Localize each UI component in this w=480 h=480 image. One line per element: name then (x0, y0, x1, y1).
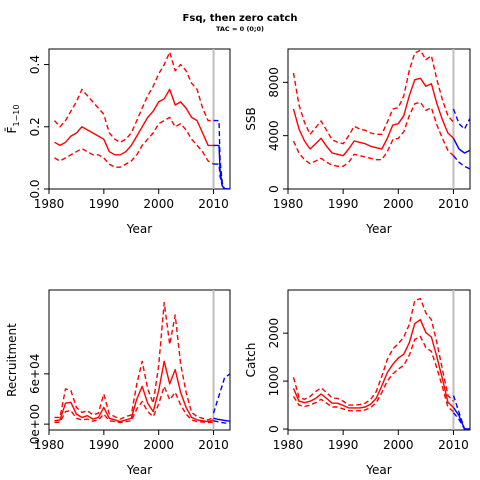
x-tick-label: 2000 (143, 438, 174, 452)
x-tick-label: 1980 (34, 197, 65, 211)
plot-frame (48, 48, 231, 190)
panel-bottom-left: 1980 1990 2000 2010 0e+00 6e+04 Year Recruitmen… (5, 289, 231, 477)
series-projection-lower (213, 420, 230, 424)
x-tick-label: 2000 (143, 197, 174, 211)
series-historic-lower (54, 116, 214, 168)
y-tick-label: 0.0 (28, 179, 42, 198)
x-tick-label: 1990 (328, 197, 359, 211)
y-axis-label: Catch (244, 343, 258, 378)
series-projection-median (213, 417, 230, 422)
series-projection-median (213, 144, 230, 189)
series-projection-lower (213, 163, 230, 189)
x-tick-label: 2000 (383, 197, 414, 211)
series-projection-median (452, 137, 470, 154)
series-group (292, 290, 470, 430)
x-tick-label: 1990 (89, 197, 120, 211)
series-historic-upper (53, 51, 214, 144)
series-historic-median (292, 319, 454, 409)
y-tick-label: 0 (267, 425, 281, 433)
x-tick-label: 1980 (273, 438, 304, 452)
x-tick-label: 2010 (198, 438, 229, 452)
x-axis-label: Year (126, 463, 152, 477)
series-historic-median (292, 77, 454, 157)
y-tick-label: 0.4 (28, 55, 42, 74)
y-axis-label: SSB (244, 107, 258, 130)
x-tick-label: 2010 (198, 197, 229, 211)
series-projection-upper (213, 119, 230, 189)
panel-top-left: 1980 1990 2000 2010 0.0 0.2 0.4 Year F̄1−10 (5, 48, 231, 236)
x-axis-label: Year (126, 222, 152, 236)
series-historic-median (54, 360, 214, 423)
x-tick-label: 1990 (89, 438, 120, 452)
plot-frame (48, 289, 231, 431)
series-group (292, 49, 470, 189)
x-axis-label: Year (365, 222, 391, 236)
series-historic-lower (54, 385, 214, 424)
y-axis-label: F̄1−10 (5, 105, 21, 134)
y-tick-label: 6e+04 (28, 354, 42, 394)
y-tick-label: 0e+00 (28, 404, 42, 444)
y-axis-label-subscript: 1−10 (12, 105, 21, 127)
series-group (54, 290, 230, 430)
series-projection-lower (452, 155, 470, 170)
y-tick-label: 4000 (267, 120, 281, 151)
series-projection-upper (212, 373, 230, 414)
y-axis-label-main: F̄ (5, 126, 19, 133)
series-historic-median (54, 88, 214, 156)
x-tick-label: 1990 (328, 438, 359, 452)
x-tick-label: 1980 (34, 438, 65, 452)
figure-title: Fsq, then zero catch (183, 13, 298, 24)
y-axis-label: Recruitment (5, 323, 19, 397)
series-projection-upper (452, 395, 470, 430)
panel-top-right: 1980 1990 2000 2010 0 4000 8000 Year SSB (244, 48, 471, 236)
series-historic-upper (54, 301, 214, 421)
figure-subtitle: TAC = 0 (0;0) (216, 25, 264, 33)
series-projection-median (452, 407, 470, 430)
x-tick-label: 2010 (438, 438, 469, 452)
series-historic-upper (292, 49, 455, 145)
x-tick-label: 2000 (383, 438, 414, 452)
y-tick-label: 2000 (267, 318, 281, 349)
plot-frame (287, 289, 471, 431)
series-historic-lower (292, 335, 454, 413)
x-tick-label: 2010 (438, 197, 469, 211)
y-tick-label: 0.2 (28, 117, 42, 136)
series-group (53, 49, 230, 189)
series-historic-upper (292, 297, 454, 406)
x-tick-label: 1980 (273, 197, 304, 211)
y-axis-label-main: Recruitment (5, 323, 19, 397)
y-tick-label: 0 (267, 185, 281, 193)
y-tick-label: 1000 (267, 366, 281, 397)
y-axis-label-main: Catch (244, 343, 258, 378)
panel-bottom-right: 1980 1990 2000 2010 0 1000 2000 Year Catch (244, 289, 471, 477)
x-axis-label: Year (365, 463, 391, 477)
series-projection-lower (452, 412, 470, 430)
series-historic-lower (292, 101, 454, 168)
y-axis-label-main: SSB (244, 107, 258, 130)
y-tick-label: 8000 (267, 67, 281, 98)
series-projection-upper (452, 108, 470, 130)
